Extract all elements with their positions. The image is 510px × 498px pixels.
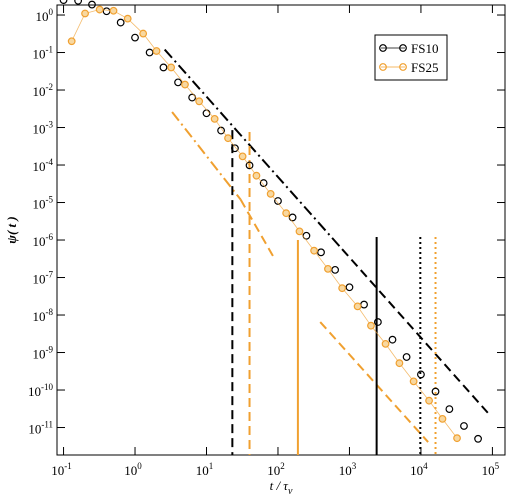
y-tick-label: 10-6 xyxy=(33,232,54,249)
y-tick-label: 10-9 xyxy=(33,345,54,362)
point xyxy=(231,144,239,153)
y-tick-label: 10-10 xyxy=(28,382,53,399)
legend-marker xyxy=(399,44,407,52)
point xyxy=(324,264,332,273)
point xyxy=(259,179,268,187)
x-tick-label: 103 xyxy=(339,461,357,478)
point xyxy=(395,359,404,368)
point xyxy=(409,377,418,386)
x-tick-label: 105 xyxy=(482,461,500,478)
y-tick-label: 10-2 xyxy=(33,82,54,99)
point xyxy=(188,93,197,102)
x-tick-label: 10-1 xyxy=(51,461,72,478)
point xyxy=(145,48,154,57)
point xyxy=(167,63,176,72)
point xyxy=(453,434,461,443)
point xyxy=(317,248,325,257)
y-tick-label: 10-3 xyxy=(33,120,54,137)
point xyxy=(95,5,104,14)
point xyxy=(381,339,390,348)
point xyxy=(445,405,454,413)
point xyxy=(266,189,275,198)
reference-line xyxy=(171,111,242,201)
legend-label: FS25 xyxy=(411,60,438,75)
point xyxy=(252,171,261,180)
point xyxy=(331,265,340,274)
point xyxy=(123,14,132,23)
point xyxy=(59,0,68,4)
x-axis-label: t / τv xyxy=(270,478,293,497)
reference-line xyxy=(163,48,343,250)
reference-line xyxy=(319,321,429,443)
series-line xyxy=(71,9,458,439)
y-axis-label: ψ( t ) xyxy=(4,216,19,243)
point xyxy=(367,321,375,330)
y-tick-label: 10-4 xyxy=(33,157,54,174)
point xyxy=(425,396,433,405)
point xyxy=(131,33,139,42)
point xyxy=(81,9,89,18)
point xyxy=(374,318,382,326)
legend-marker xyxy=(379,44,387,52)
point xyxy=(388,335,397,344)
legend-marker xyxy=(379,63,387,71)
point xyxy=(152,47,161,55)
point xyxy=(224,134,232,143)
point xyxy=(74,0,83,5)
point xyxy=(202,109,211,118)
point xyxy=(195,97,204,106)
point xyxy=(282,209,291,218)
point xyxy=(345,283,354,292)
point xyxy=(338,284,347,293)
legend-box xyxy=(374,34,448,81)
x-tick-label: 102 xyxy=(267,461,285,478)
point xyxy=(210,114,219,123)
point xyxy=(159,63,168,72)
y-tick-label: 10-7 xyxy=(33,270,54,287)
point xyxy=(438,414,447,423)
point xyxy=(102,7,111,16)
point xyxy=(288,213,297,222)
y-tick-label: 10-8 xyxy=(33,307,54,324)
reference-line xyxy=(239,199,276,261)
point xyxy=(402,353,411,361)
point xyxy=(353,302,362,311)
point xyxy=(181,80,189,89)
point xyxy=(245,161,254,170)
point xyxy=(174,78,182,87)
point xyxy=(295,227,304,236)
point xyxy=(360,300,368,309)
y-tick-label: 10-1 xyxy=(33,45,54,62)
legend-label: FS10 xyxy=(411,41,438,56)
legend-marker xyxy=(399,63,407,71)
x-tick-label: 101 xyxy=(196,461,214,478)
point xyxy=(217,126,225,135)
y-tick-label: 10-11 xyxy=(28,420,53,437)
point xyxy=(238,152,247,161)
point xyxy=(310,246,318,255)
point xyxy=(139,29,148,38)
x-tick-label: 100 xyxy=(124,461,142,478)
point xyxy=(88,0,96,9)
y-tick-label: 100 xyxy=(36,7,54,24)
x-tick-label: 104 xyxy=(410,461,428,478)
plot-frame xyxy=(56,4,506,456)
point xyxy=(417,370,425,379)
point xyxy=(460,422,468,430)
point xyxy=(116,18,125,27)
point xyxy=(474,434,482,443)
point xyxy=(274,197,282,205)
point xyxy=(67,37,76,46)
y-tick-label: 10-5 xyxy=(33,195,54,212)
point xyxy=(431,387,440,396)
point xyxy=(109,6,118,15)
reference-line xyxy=(341,248,491,417)
